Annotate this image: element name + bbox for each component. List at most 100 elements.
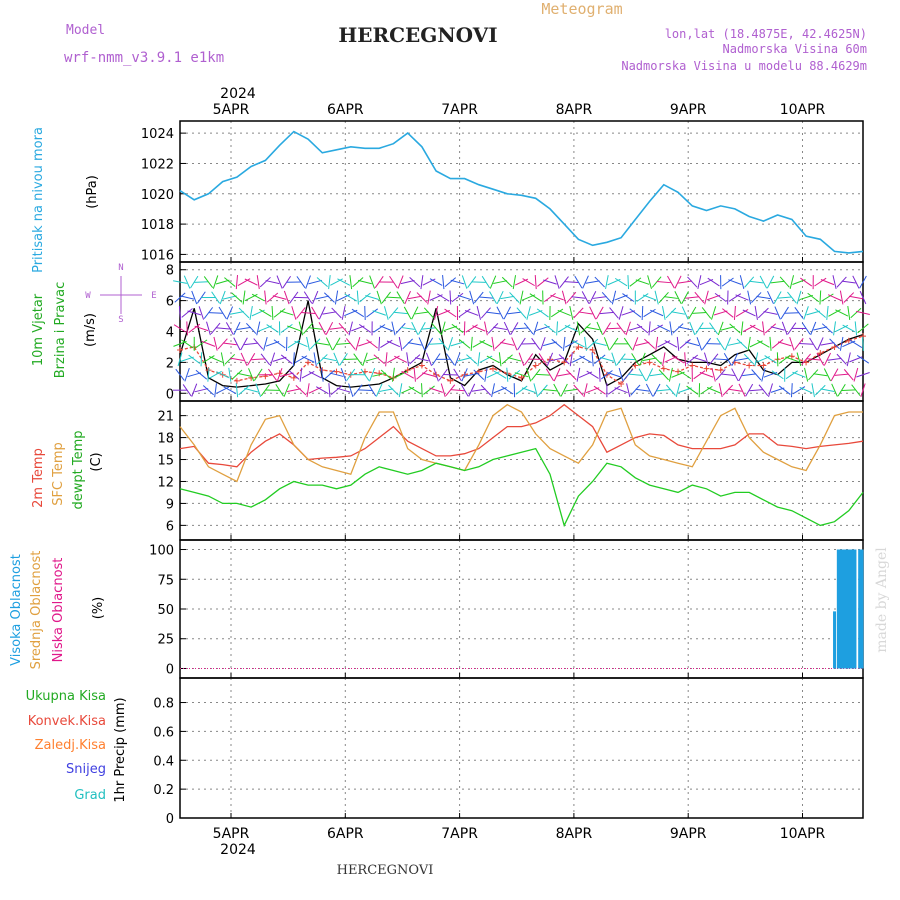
wind-arrow <box>524 353 534 366</box>
wind-arrow <box>208 312 223 314</box>
wind-arrow <box>819 290 822 305</box>
wind-dir-point <box>831 343 838 350</box>
wind-arrow <box>629 308 642 318</box>
wind-arrow <box>754 305 758 320</box>
wind-dir-point <box>618 381 625 388</box>
wind-arrow <box>792 386 806 395</box>
top-day-label: 6APR <box>327 102 364 118</box>
wind-arrow <box>562 336 566 351</box>
wind-arrow <box>211 291 220 304</box>
wind-arrow <box>414 357 429 362</box>
wind-arrow <box>283 290 290 305</box>
wind-arrow <box>808 369 819 381</box>
wind-arrow <box>820 342 835 346</box>
wind-arrow <box>846 352 851 367</box>
wind-dir-point <box>447 377 454 384</box>
wind-arrow <box>487 323 499 334</box>
wind-arrow <box>433 367 439 382</box>
wind-arrow <box>714 293 727 303</box>
wind-arrow <box>671 355 685 364</box>
wind-arrow <box>728 279 742 285</box>
wind-arrow <box>468 383 476 397</box>
y-tick-label: 2 <box>166 356 174 371</box>
cloud-bar <box>853 549 857 669</box>
wind-arrow <box>256 321 261 336</box>
wind-arrow <box>761 367 766 382</box>
wind-arrow <box>641 305 644 320</box>
bottom-day-label: 10APR <box>780 826 826 842</box>
wind-arrow <box>559 276 569 288</box>
wind-arrow <box>651 354 663 365</box>
wind-arrow <box>309 338 321 350</box>
mid-cloud-axis-title: Srednja Oblacnost <box>29 551 44 670</box>
wind-arrow <box>662 352 666 367</box>
wind-arrow <box>253 338 264 350</box>
wind-arrow <box>323 292 335 303</box>
wind-arrow <box>356 290 359 305</box>
wind-arrow <box>796 352 802 367</box>
wind-arrow <box>602 322 612 335</box>
wind-arrow <box>832 275 837 290</box>
bottom-day-labels: 5APR 6APR 7APR 8APR 9APR 10APR <box>213 826 826 842</box>
wind-arrow <box>674 291 682 304</box>
wind-arrow <box>442 275 445 290</box>
wind-arrow <box>785 370 798 380</box>
wind-dir-point <box>262 373 269 380</box>
wind-arrow <box>237 278 251 286</box>
wind-arrow <box>429 387 443 393</box>
wind-arrow <box>675 383 681 398</box>
wind-arrow <box>470 336 473 351</box>
wind-arrow <box>800 277 813 287</box>
wind-arrow <box>308 327 323 330</box>
wind-arrow <box>580 323 591 334</box>
wind-arrow <box>629 277 642 287</box>
wind-arrow <box>706 387 721 394</box>
wind-arrow <box>440 321 446 336</box>
wind-arrow <box>222 295 237 300</box>
wind-arrow <box>186 321 188 336</box>
wind-arrow <box>679 338 691 349</box>
wind-arrow <box>251 358 266 361</box>
wind-arrow <box>650 324 664 333</box>
wind-arrow <box>556 321 558 336</box>
wind-arrow <box>807 292 820 303</box>
wind-axis-title-2: Brzina i Pravac <box>53 282 68 379</box>
wind-arrow <box>550 294 564 301</box>
wind-arrow <box>178 305 182 320</box>
wind-arrow <box>493 280 508 284</box>
compass-s: S <box>118 315 123 325</box>
wind-arrow <box>747 336 751 351</box>
y-tick-label: 9 <box>166 497 174 512</box>
wind-arrow <box>407 342 422 346</box>
wind-arrow <box>225 322 234 335</box>
wind-dir-point <box>746 362 753 369</box>
wind-arrow <box>440 383 446 398</box>
wind-arrow <box>450 389 465 392</box>
wind-arrow <box>288 369 300 380</box>
wind-arrow <box>596 321 604 336</box>
wind-arrow <box>744 276 755 288</box>
wind-arrow <box>664 340 678 348</box>
wind-arrow <box>860 383 866 398</box>
wind-arrow <box>402 338 413 350</box>
wind-arrow <box>481 275 491 289</box>
wind-arrow <box>429 278 443 286</box>
wind-arrow <box>564 325 578 332</box>
wind-arrow <box>295 385 307 396</box>
wind-arrow <box>739 275 745 289</box>
wind-arrow <box>671 311 686 315</box>
wind-arrow <box>451 292 464 303</box>
wind-arrow <box>859 275 867 289</box>
wind-arrow <box>501 385 514 395</box>
wind-arrow <box>484 367 488 382</box>
wind-arrow <box>681 291 689 304</box>
precip-legend-frozen: Zaledj.Kisa <box>35 738 106 753</box>
wind-arrow <box>385 352 388 367</box>
wind-arrow <box>718 383 723 398</box>
wind-arrow <box>256 275 260 290</box>
wind-dir-point <box>717 367 724 374</box>
wind-arrow <box>187 372 202 378</box>
wind-arrow <box>803 306 809 320</box>
wind-arrow <box>316 277 328 288</box>
low-cloud-axis-title: Niska Oblacnost <box>51 558 66 663</box>
